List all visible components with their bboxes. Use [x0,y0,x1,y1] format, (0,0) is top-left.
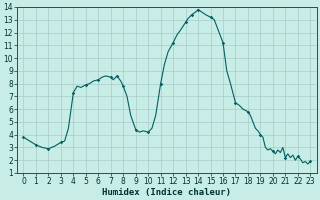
X-axis label: Humidex (Indice chaleur): Humidex (Indice chaleur) [102,188,231,197]
